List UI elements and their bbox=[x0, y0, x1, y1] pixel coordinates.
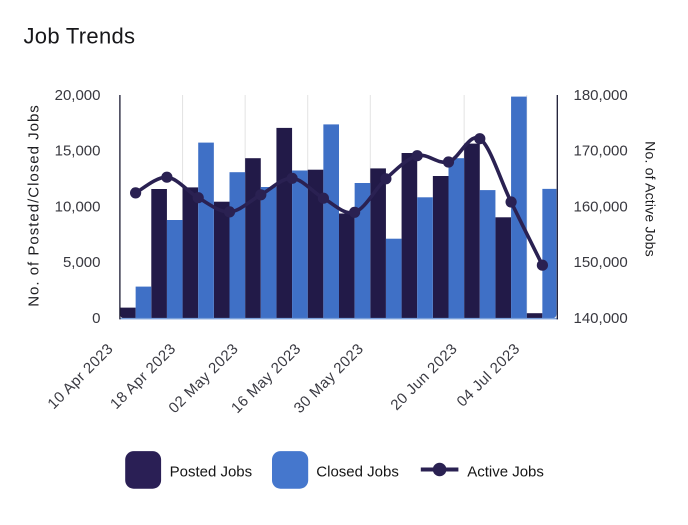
svg-text:20,000: 20,000 bbox=[55, 87, 101, 104]
svg-text:5,000: 5,000 bbox=[63, 254, 101, 271]
svg-text:150,000: 150,000 bbox=[574, 254, 628, 271]
svg-text:15,000: 15,000 bbox=[55, 143, 101, 160]
svg-text:Posted Jobs: Posted Jobs bbox=[170, 463, 253, 480]
svg-text:180,000: 180,000 bbox=[574, 87, 628, 104]
svg-text:Active Jobs: Active Jobs bbox=[467, 463, 544, 480]
svg-text:10 Apr 2023: 10 Apr 2023 bbox=[44, 340, 116, 412]
svg-text:04 Jul 2023: 04 Jul 2023 bbox=[454, 340, 524, 410]
svg-text:160,000: 160,000 bbox=[574, 198, 628, 215]
svg-text:Closed Jobs: Closed Jobs bbox=[316, 463, 399, 480]
svg-text:Job Trends: Job Trends bbox=[24, 24, 136, 49]
svg-text:10,000: 10,000 bbox=[55, 198, 101, 215]
svg-text:No. of Posted/Closed Jobs: No. of Posted/Closed Jobs bbox=[26, 104, 43, 307]
svg-text:140,000: 140,000 bbox=[574, 310, 628, 327]
svg-text:170,000: 170,000 bbox=[574, 143, 628, 160]
svg-text:0: 0 bbox=[92, 310, 100, 327]
svg-text:No. of Active Jobs: No. of Active Jobs bbox=[643, 141, 659, 257]
svg-text:20 Jun 2023: 20 Jun 2023 bbox=[387, 340, 461, 414]
